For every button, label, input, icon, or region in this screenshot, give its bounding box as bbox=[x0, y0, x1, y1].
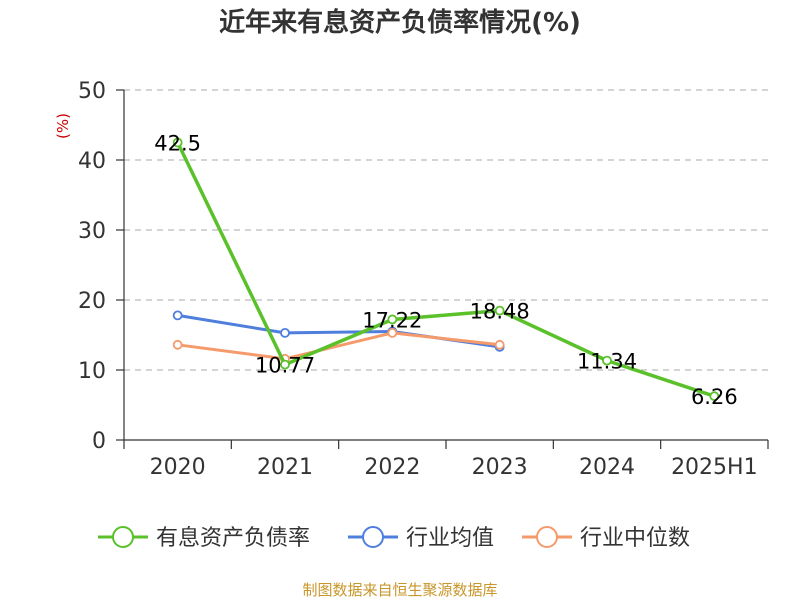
data-point bbox=[280, 359, 290, 370]
data-point bbox=[387, 314, 398, 325]
legend-marker bbox=[536, 526, 558, 548]
data-point bbox=[494, 305, 505, 316]
x-tick-label: 2021 bbox=[257, 455, 313, 480]
data-label: 6.26 bbox=[691, 385, 738, 409]
y-tick-label: 50 bbox=[78, 79, 106, 104]
legend-label: 有息资产负债率 bbox=[156, 526, 310, 551]
chart-title: 近年来有息资产负债率情况(%) bbox=[219, 7, 581, 38]
legend-marker bbox=[362, 526, 384, 548]
x-tick-label: 2020 bbox=[150, 455, 206, 480]
data-point bbox=[602, 355, 612, 366]
legend-item-0[interactable]: 有息资产负债率 bbox=[98, 526, 310, 551]
source-note: 制图数据来自恒生聚源数据库 bbox=[302, 581, 497, 599]
x-tick-label: 2025H1 bbox=[671, 455, 758, 480]
legend-label: 行业均值 bbox=[406, 526, 494, 551]
y-tick-label: 10 bbox=[78, 359, 106, 384]
series bbox=[172, 137, 720, 402]
legend-item-1[interactable]: 行业均值 bbox=[348, 526, 494, 551]
data-label: 10.77 bbox=[255, 354, 315, 378]
series-0 bbox=[172, 137, 720, 402]
y-axis-label: (%) bbox=[54, 113, 72, 139]
data-point bbox=[172, 339, 183, 350]
grid bbox=[124, 89, 768, 371]
y-tick-label: 40 bbox=[78, 149, 106, 174]
legend-label: 行业中位数 bbox=[580, 526, 690, 551]
y-tick-label: 30 bbox=[78, 219, 106, 244]
x-tick-label: 2023 bbox=[472, 455, 528, 480]
axes: 0 10 20 30 40 50 2020 2021 2022 2023 2024 2025H1 bbox=[78, 79, 769, 480]
x-tick-label: 2022 bbox=[364, 455, 420, 480]
data-label: 17.22 bbox=[362, 308, 422, 332]
data-point bbox=[172, 137, 183, 148]
data-labels: 42.5 10.77 17.22 18.48 11.34 6.26 bbox=[154, 132, 737, 410]
data-label: 18.48 bbox=[470, 300, 530, 324]
data-point bbox=[172, 310, 183, 321]
data-point bbox=[494, 339, 505, 350]
series-line bbox=[176, 331, 502, 361]
series-line bbox=[175, 140, 717, 398]
y-tick-label: 20 bbox=[78, 289, 106, 314]
y-tick-label: 0 bbox=[92, 429, 106, 454]
data-label: 11.34 bbox=[577, 350, 637, 374]
legend[interactable]: 有息资产负债率 行业均值 行业中位数 bbox=[98, 526, 690, 551]
legend-marker bbox=[112, 526, 134, 548]
data-point bbox=[387, 327, 398, 338]
x-tick-label: 2024 bbox=[579, 455, 635, 480]
series-2 bbox=[172, 327, 505, 364]
data-label: 42.5 bbox=[154, 132, 201, 156]
legend-item-2[interactable]: 行业中位数 bbox=[522, 526, 690, 551]
data-point bbox=[709, 391, 720, 402]
data-point bbox=[280, 327, 290, 338]
